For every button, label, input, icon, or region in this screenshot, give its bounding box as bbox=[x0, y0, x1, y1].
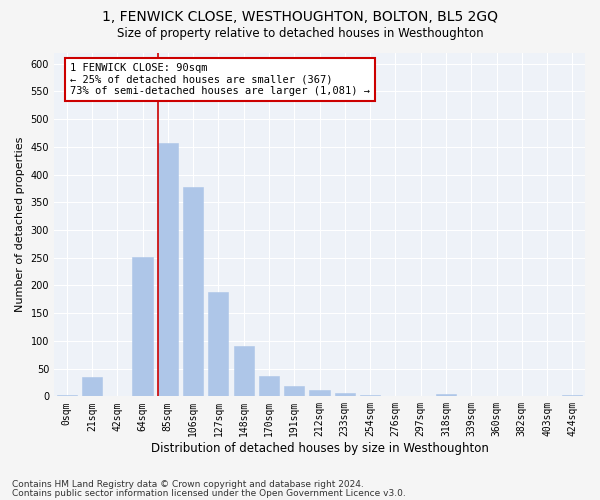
Bar bbox=[233, 346, 254, 397]
Bar bbox=[208, 292, 229, 397]
Bar bbox=[259, 376, 279, 396]
Text: Size of property relative to detached houses in Westhoughton: Size of property relative to detached ho… bbox=[116, 28, 484, 40]
Bar bbox=[436, 394, 456, 396]
Y-axis label: Number of detached properties: Number of detached properties bbox=[15, 136, 25, 312]
Bar bbox=[310, 390, 329, 396]
Bar bbox=[82, 377, 102, 396]
Bar bbox=[335, 393, 355, 396]
Bar bbox=[183, 186, 203, 396]
Text: 1 FENWICK CLOSE: 90sqm
← 25% of detached houses are smaller (367)
73% of semi-de: 1 FENWICK CLOSE: 90sqm ← 25% of detached… bbox=[70, 63, 370, 96]
Bar bbox=[284, 386, 304, 396]
Bar bbox=[133, 256, 152, 396]
Bar bbox=[158, 143, 178, 397]
Bar bbox=[562, 394, 583, 396]
Text: Contains public sector information licensed under the Open Government Licence v3: Contains public sector information licen… bbox=[12, 488, 406, 498]
Text: 1, FENWICK CLOSE, WESTHOUGHTON, BOLTON, BL5 2GQ: 1, FENWICK CLOSE, WESTHOUGHTON, BOLTON, … bbox=[102, 10, 498, 24]
Bar bbox=[56, 394, 77, 396]
X-axis label: Distribution of detached houses by size in Westhoughton: Distribution of detached houses by size … bbox=[151, 442, 488, 455]
Text: Contains HM Land Registry data © Crown copyright and database right 2024.: Contains HM Land Registry data © Crown c… bbox=[12, 480, 364, 489]
Bar bbox=[360, 394, 380, 396]
